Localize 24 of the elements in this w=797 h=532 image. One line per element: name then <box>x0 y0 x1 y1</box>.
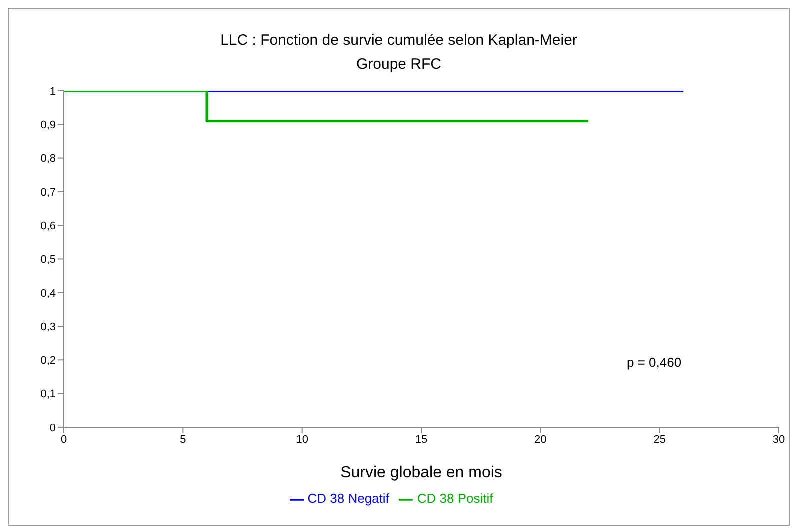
x-tick-label: 5 <box>180 434 186 446</box>
x-axis-title: Survie globale en mois <box>340 464 502 482</box>
x-tick-label: 0 <box>60 434 68 446</box>
y-tick-label: 0,1 <box>40 388 56 401</box>
y-tick-label: 1 <box>50 86 56 98</box>
x-tick-label: 30 <box>772 434 786 446</box>
y-tick-label: 0,9 <box>40 120 56 132</box>
y-tick-label: 0,6 <box>40 220 56 232</box>
legend-label: CD 38 Positif <box>417 491 494 506</box>
x-tick-label: 10 <box>296 434 308 446</box>
x-tick-label: 20 <box>534 434 547 446</box>
x-tick-label: 15 <box>415 434 428 446</box>
y-tick-label: 0,4 <box>40 288 56 300</box>
y-tick-label: 0,5 <box>40 254 56 266</box>
x-tick-label: 25 <box>654 434 666 446</box>
legend-label: CD 38 Negatif <box>308 491 390 506</box>
y-tick-label: 0,8 <box>40 153 56 166</box>
y-tick-label: 0 <box>50 422 56 434</box>
y-tick-label: 0,3 <box>40 321 56 334</box>
chart-title: LLC : Fonction de survie cumulée selon Kaplan-Meier <box>220 31 578 51</box>
y-tick-label: 0,2 <box>40 355 56 368</box>
chart-subtitle: Groupe RFC <box>355 55 443 75</box>
annotation: p = 0,460 <box>627 355 682 370</box>
y-tick-label: 0,7 <box>40 186 56 199</box>
